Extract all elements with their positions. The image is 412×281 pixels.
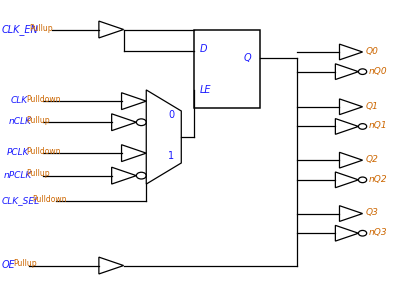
Text: Pulldown: Pulldown — [26, 147, 61, 156]
Text: Q1: Q1 — [366, 102, 379, 111]
Text: nQ2: nQ2 — [369, 175, 387, 184]
Text: Pulldown: Pulldown — [32, 195, 67, 204]
Text: nQ0: nQ0 — [369, 67, 387, 76]
Text: LE: LE — [200, 85, 211, 95]
Text: D: D — [200, 44, 207, 54]
Text: 1: 1 — [168, 151, 174, 161]
Text: Pullup: Pullup — [26, 169, 49, 178]
Bar — [194, 30, 260, 108]
Text: Q3: Q3 — [366, 209, 379, 217]
Text: CLK: CLK — [10, 96, 28, 105]
Text: Q2: Q2 — [366, 155, 379, 164]
Text: CLK_SEL: CLK_SEL — [2, 196, 40, 205]
Text: PCLK: PCLK — [7, 148, 30, 157]
Text: nQ1: nQ1 — [369, 121, 387, 130]
Text: nCLK: nCLK — [8, 117, 31, 126]
Text: 0: 0 — [168, 110, 174, 120]
Text: Pullup: Pullup — [14, 259, 37, 268]
Text: Pullup: Pullup — [26, 116, 49, 125]
Text: Q0: Q0 — [366, 47, 379, 56]
Text: CLK_EN: CLK_EN — [2, 24, 39, 35]
Text: OE: OE — [2, 260, 16, 270]
Text: nPCLK: nPCLK — [4, 171, 33, 180]
Text: Q: Q — [243, 53, 251, 63]
Text: Pullup: Pullup — [30, 24, 53, 33]
Text: Pulldown: Pulldown — [26, 95, 61, 104]
Text: nQ3: nQ3 — [369, 228, 387, 237]
